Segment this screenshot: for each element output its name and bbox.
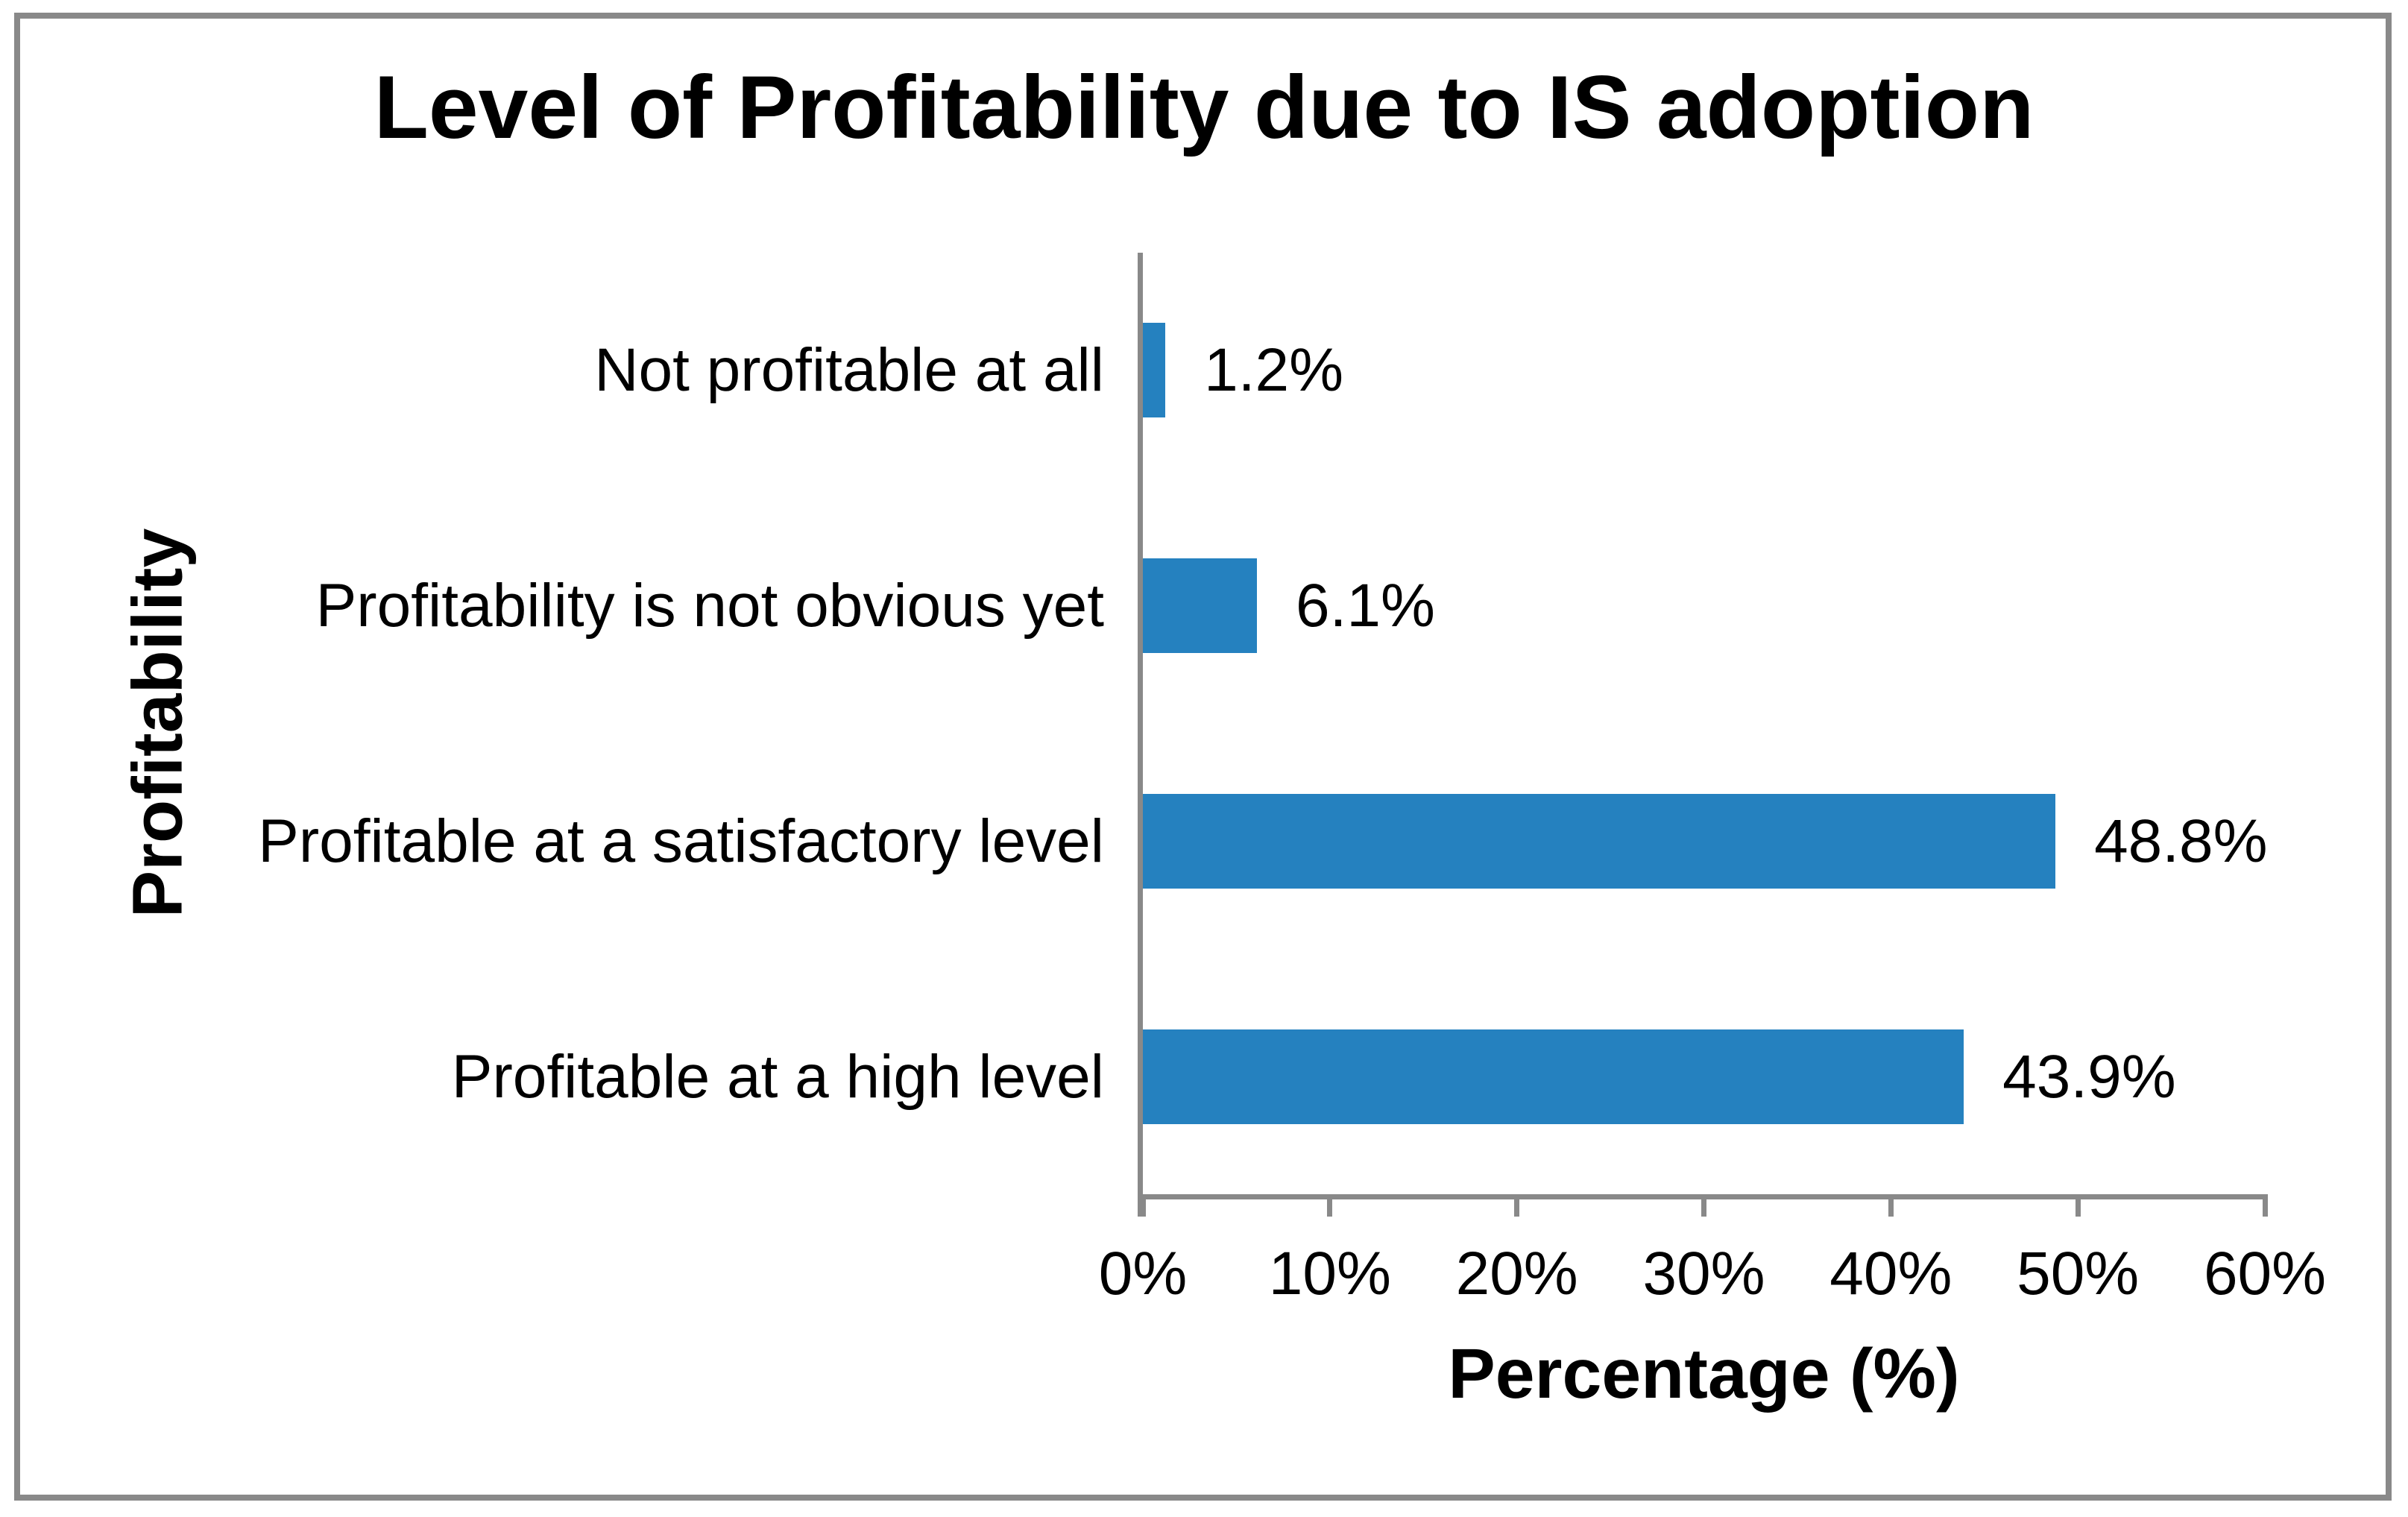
y-axis-line [1138,253,1143,1217]
x-axis-title: Percentage (%) [1448,1334,1960,1413]
category-label: Profitable at a satisfactory level [258,807,1104,875]
x-tick-label: 20% [1455,1240,1578,1308]
category-label: Profitable at a high level [451,1042,1104,1111]
bar [1143,323,1166,418]
x-tick-mark [1327,1194,1333,1217]
chart-title: Level of Profitability due to IS adoptio… [374,57,2034,157]
bar [1143,793,2056,889]
x-tick-label: 30% [1642,1240,1765,1308]
x-tick-mark [2262,1194,2268,1217]
x-tick-label: 40% [1829,1240,1952,1308]
value-label: 1.2% [1204,336,1343,405]
x-tick-mark [2075,1194,2081,1217]
bar [1143,558,1257,654]
value-label: 6.1% [1296,572,1435,640]
x-tick-mark [1140,1194,1146,1217]
category-label: Profitability is not obvious yet [315,572,1104,640]
chart-border [14,13,2392,1501]
bar [1143,1029,1964,1124]
x-tick-mark [1888,1194,1894,1217]
x-tick-label: 60% [2203,1240,2327,1308]
x-tick-label: 10% [1268,1240,1391,1308]
value-label: 48.8% [2094,807,2268,875]
x-tick-label: 0% [1098,1240,1188,1308]
x-tick-label: 50% [2017,1240,2140,1308]
x-tick-mark [1514,1194,1520,1217]
category-label: Not profitable at all [594,336,1104,405]
value-label: 43.9% [2002,1042,2176,1111]
plot-area: Not profitable at all 1.2% Profitability i… [258,253,2326,1413]
x-tick-mark [1701,1194,1706,1217]
